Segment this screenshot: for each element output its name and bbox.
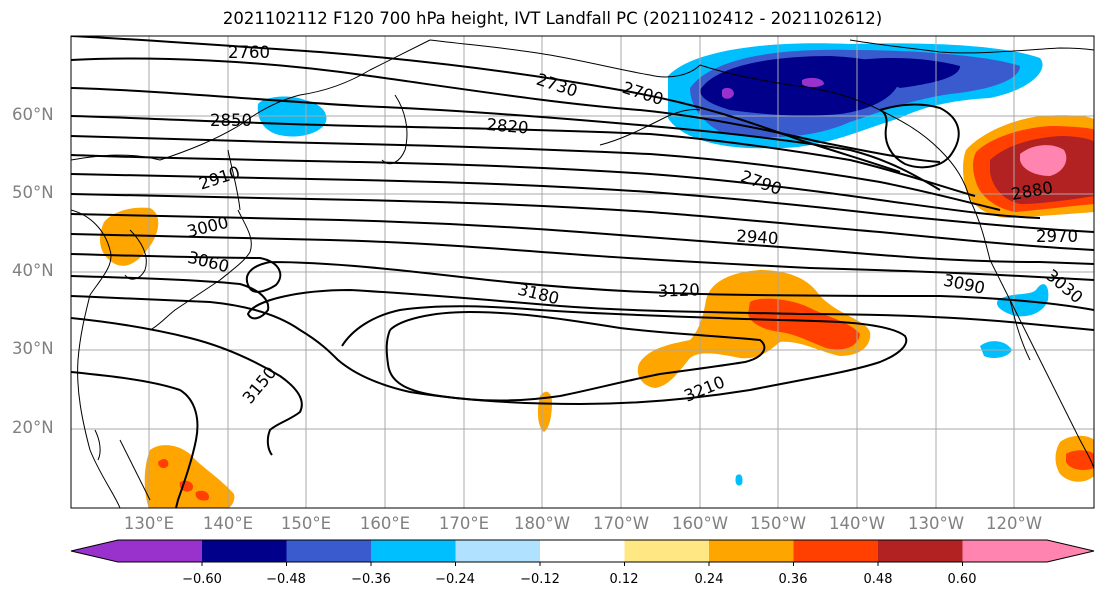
colorbar-tick-label: 0.60 bbox=[947, 572, 977, 587]
height-contour bbox=[385, 310, 766, 402]
ivt-negative-region-gulf-of-alaska bbox=[722, 87, 734, 99]
colorbar-segment bbox=[118, 540, 202, 562]
height-contour bbox=[71, 275, 1094, 331]
height-contour bbox=[71, 154, 1041, 219]
height-contour bbox=[71, 213, 1094, 265]
ivt-positive-fields bbox=[99, 115, 1094, 508]
lon-label-140e: 140°E bbox=[202, 514, 254, 533]
map-frame bbox=[70, 35, 1095, 509]
map-title: 2021102112 F120 700 hPa height, IVT Land… bbox=[222, 9, 883, 28]
coastline-philippines bbox=[119, 439, 151, 501]
colorbar-tick-label: −0.24 bbox=[435, 572, 475, 587]
ivt-positive-region-subtropical-plume bbox=[748, 298, 860, 350]
lon-label-170e: 170°E bbox=[438, 514, 490, 533]
colorbar-segment bbox=[624, 540, 710, 562]
ivt-positive-region-subtropical-plume bbox=[637, 270, 871, 388]
contour-label: 3120 bbox=[657, 280, 700, 300]
lon-label-140w: 140°W bbox=[828, 514, 886, 533]
colorbar-tick-label: 0.36 bbox=[778, 572, 808, 587]
ivt-positive-region-pacific-northwest bbox=[1020, 145, 1067, 176]
ivt-negative-fields bbox=[257, 43, 1049, 486]
colorbar-segment bbox=[202, 540, 287, 562]
height-contour bbox=[71, 371, 199, 508]
colorbar-segment bbox=[878, 540, 963, 562]
lat-label-20n: 20°N bbox=[12, 418, 54, 437]
height-contour bbox=[71, 193, 1094, 251]
lat-label-40n: 40°N bbox=[12, 261, 54, 280]
ivt-positive-region-mexico bbox=[1066, 450, 1094, 470]
coastline-siberia-north bbox=[429, 39, 701, 78]
colorbar-segment bbox=[709, 540, 794, 562]
ivt-negative-region-gulf-of-alaska bbox=[860, 58, 960, 88]
colorbar-tick-label: −0.48 bbox=[266, 572, 306, 587]
height-contour bbox=[71, 173, 1094, 233]
height-contours bbox=[71, 36, 1094, 508]
colorbar-tick-label: 0.24 bbox=[694, 572, 724, 587]
height-contour bbox=[71, 317, 303, 456]
colorbar-segment bbox=[540, 540, 625, 562]
coastline-sakhalin bbox=[227, 149, 241, 211]
lon-label-130w: 130°W bbox=[907, 514, 965, 533]
colorbar-segment bbox=[286, 540, 372, 562]
coastline-north-america-west bbox=[969, 199, 1094, 471]
ivt-negative-region-hawaii bbox=[735, 474, 743, 486]
coastline-taiwan bbox=[94, 429, 101, 461]
height-contour bbox=[71, 57, 941, 163]
colorbar-extend-max bbox=[1047, 540, 1094, 562]
colorbar-tick-label: 0.12 bbox=[609, 572, 639, 587]
contour-label: 2760 bbox=[228, 43, 270, 62]
colorbar-segment bbox=[793, 540, 879, 562]
contour-label: 2970 bbox=[1036, 227, 1078, 246]
lat-label-50n: 50°N bbox=[12, 183, 54, 202]
ivt-positive-region-south-china-sea bbox=[158, 459, 210, 501]
lat-label-30n: 30°N bbox=[12, 339, 54, 358]
ivt-positive-region-subtropical-small bbox=[537, 391, 552, 432]
contour-label: 2850 bbox=[210, 111, 252, 130]
height-contour bbox=[71, 135, 1001, 211]
colorbar-segment bbox=[455, 540, 541, 562]
coastline-china bbox=[71, 209, 121, 508]
lon-label-130e: 130°E bbox=[123, 514, 175, 533]
ivt-negative-region-gulf-of-alaska bbox=[802, 77, 824, 87]
colorbar-tick-label: −0.36 bbox=[351, 572, 391, 587]
lon-label-160w: 160°W bbox=[671, 514, 729, 533]
colorbar-segment bbox=[371, 540, 456, 562]
colorbar-extend-min bbox=[71, 540, 118, 562]
height-contour bbox=[879, 103, 960, 169]
coastline-japan bbox=[149, 209, 252, 331]
coastline-canada bbox=[849, 39, 1094, 54]
lon-label-150e: 150°E bbox=[280, 514, 332, 533]
colorbar-tick-label: 0.48 bbox=[863, 572, 893, 587]
height-contour bbox=[71, 115, 976, 197]
ivt-positive-region-japan-sea bbox=[99, 207, 159, 266]
contour-label: 2820 bbox=[486, 115, 529, 138]
ivt-negative-region-kamchatka bbox=[257, 96, 327, 137]
height-contour bbox=[71, 87, 941, 191]
lon-label-120w: 120°W bbox=[985, 514, 1043, 533]
colorbar-tick-label: −0.60 bbox=[182, 572, 222, 587]
height-contour bbox=[71, 253, 1094, 311]
colorbar-tick-label: −0.12 bbox=[520, 572, 560, 587]
graticule bbox=[71, 36, 1094, 508]
lon-label-170w: 170°W bbox=[592, 514, 650, 533]
height-contour bbox=[71, 233, 1094, 281]
lon-label-160e: 160°E bbox=[359, 514, 411, 533]
lat-label-60n: 60°N bbox=[12, 105, 54, 124]
contour-label: 2940 bbox=[736, 226, 779, 248]
colorbar-outline bbox=[70, 539, 1095, 563]
coastline-aleutians bbox=[599, 109, 701, 146]
height-contour bbox=[71, 295, 908, 406]
colorbar-segment bbox=[962, 540, 1047, 562]
lon-label-180w: 180°W bbox=[513, 514, 571, 533]
lon-label-150w: 150°W bbox=[749, 514, 807, 533]
coastline-baja bbox=[1009, 299, 1031, 361]
